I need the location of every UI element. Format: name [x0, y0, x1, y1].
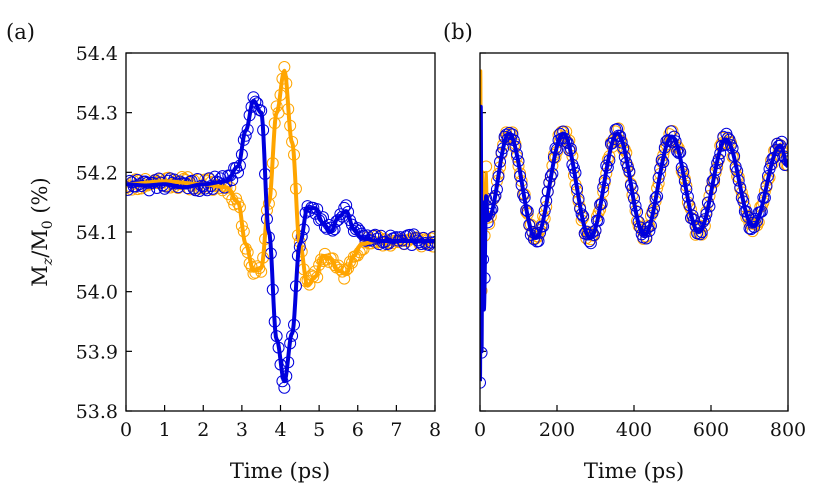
x-tick-label-a-7: 7 — [390, 419, 402, 441]
panel-b-frame — [479, 52, 789, 412]
panel-a-orange-point — [303, 278, 316, 291]
panel-b: 0 200 400 600 800 — [474, 52, 806, 441]
x-tick-label-a-0: 0 — [120, 419, 132, 441]
y-tick-label-a-5: 54.3 — [76, 103, 118, 125]
x-tick-label-a-6: 6 — [352, 419, 364, 441]
panel-a-blue-point — [334, 208, 347, 221]
x-axis-label-b: Time (ps) — [584, 459, 684, 483]
panel-b-blue-point — [480, 376, 486, 389]
panel-b-blue-line — [480, 104, 788, 382]
y-tick-label-a-0: 53.8 — [76, 401, 118, 423]
panel-a-blue-point — [315, 213, 328, 226]
y-label-sub-0: 0 — [40, 220, 56, 229]
x-tick-label-b-3: 600 — [693, 419, 729, 441]
panel-b-orange-point — [782, 159, 788, 172]
x-tick-label-a-3: 3 — [236, 419, 248, 441]
panel-a-blue-point — [332, 213, 345, 226]
x-tick-label-b-4: 800 — [770, 419, 806, 441]
y-tick-label-a-6: 54.4 — [76, 43, 118, 65]
panel-a-blue-point — [398, 237, 411, 250]
panel-b-label: (b) — [443, 20, 473, 44]
panel-a-orange-point — [230, 192, 243, 205]
y-label-sub-z: z — [40, 257, 56, 266]
panel-a-label: (a) — [6, 20, 35, 44]
panel-a: 0 1 2 3 4 5 6 7 8 53.8 53.9 54.0 54.1 54.2 54.3 54.4 — [76, 43, 441, 441]
panel-a-ticks: 0 1 2 3 4 5 6 7 8 53.8 53.9 54.0 54.1 54.2 54.3 54.4 — [76, 43, 441, 441]
y-label-slash: /M — [28, 229, 52, 258]
x-tick-label-a-2: 2 — [197, 419, 209, 441]
y-tick-label-a-3: 54.1 — [76, 222, 118, 244]
panel-b-blue-point — [782, 155, 788, 168]
x-tick-label-a-5: 5 — [313, 419, 325, 441]
panel-a-data — [126, 61, 435, 394]
y-tick-label-a-2: 54.0 — [76, 282, 118, 304]
y-tick-label-a-4: 54.2 — [76, 162, 118, 184]
panel-b-data — [480, 69, 788, 389]
x-axis-label-a: Time (ps) — [230, 459, 330, 483]
x-tick-label-a-1: 1 — [159, 419, 171, 441]
x-tick-label-b-0: 0 — [474, 419, 486, 441]
panel-a-blue-point — [126, 181, 132, 194]
panel-a-orange-point — [429, 230, 435, 243]
panel-b-blue-markers — [480, 123, 788, 389]
panel-a-blue-point — [340, 199, 353, 212]
x-tick-label-b-1: 200 — [539, 419, 575, 441]
panel-a-blue-point — [278, 381, 291, 394]
x-tick-label-b-2: 400 — [616, 419, 652, 441]
panel-a-frame — [125, 52, 436, 412]
panel-b-ticks: 0 200 400 600 800 — [474, 52, 806, 441]
panel-a-blue-point — [347, 224, 360, 237]
panel-a-blue-line — [126, 98, 435, 384]
y-axis-label: Mz/M0 (%) — [28, 177, 56, 286]
panel-b-blue-point — [748, 220, 761, 233]
y-label-tail: (%) — [28, 177, 52, 220]
x-tick-label-a-8: 8 — [429, 419, 441, 441]
panel-a-orange-point — [307, 270, 320, 283]
y-label-m: M — [28, 265, 52, 287]
panel-a-blue-point — [303, 204, 316, 217]
y-tick-label-a-1: 53.9 — [76, 341, 118, 363]
panel-a-orange-point — [249, 266, 262, 279]
x-tick-label-a-4: 4 — [274, 419, 286, 441]
